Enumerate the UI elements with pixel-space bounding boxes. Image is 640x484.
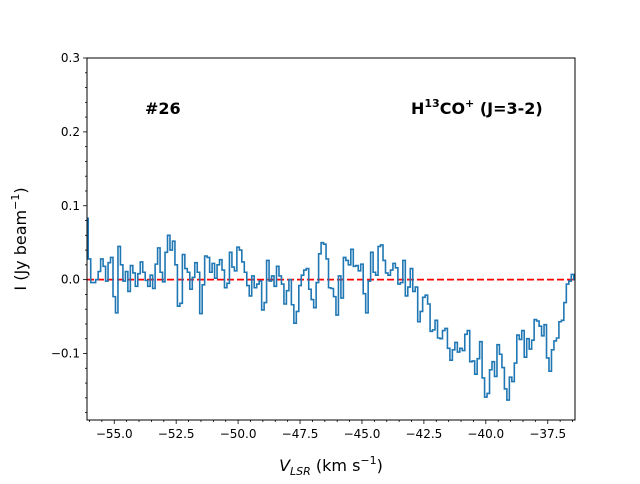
x-tick-label: −47.5 (282, 427, 319, 441)
annotation-source-id: #26 (145, 99, 181, 118)
x-axis-label: VLSR (km s−1) (279, 454, 383, 478)
x-axis-label-sub: LSR (290, 465, 311, 478)
y-tick-label: −0.1 (51, 347, 80, 361)
x-axis-label-main: V (279, 456, 291, 475)
spectrum-series-line (87, 217, 575, 401)
y-axis-label: I (Jy beam−1) (9, 187, 30, 290)
plot-frame (86, 57, 576, 421)
annotation-line-label: H13CO+ (J=3-2) (411, 97, 543, 118)
x-tick-label: −42.5 (406, 427, 443, 441)
y-tick-label: 0.1 (61, 199, 80, 213)
y-axis-label-main: I (Jy beam (11, 210, 30, 291)
annotation-line-charge: + (465, 97, 474, 110)
annotation-line-transition: (J=3-2) (474, 99, 542, 118)
y-tick-label: 0.0 (61, 273, 80, 287)
x-tick-label: −37.5 (529, 427, 566, 441)
y-axis-label-close: ) (11, 187, 30, 193)
y-tick-label: 0.3 (61, 51, 80, 65)
x-axis-label-unit-exp: −1 (360, 454, 376, 467)
y-axis-ticks: −0.1 0.0 0.1 0.2 0.3 (51, 51, 87, 414)
annotation-line-isotope: 13 (424, 97, 439, 110)
annotation-line-molecule: CO (440, 99, 465, 118)
y-axis-label-exp: −1 (9, 194, 22, 210)
x-axis-label-unit: (km s (311, 456, 361, 475)
x-tick-label: −50.0 (220, 427, 257, 441)
x-tick-label: −55.0 (96, 427, 133, 441)
annotation-line-h: H (411, 99, 424, 118)
y-tick-label: 0.2 (61, 125, 80, 139)
x-tick-label: −45.0 (344, 427, 381, 441)
x-tick-label: −52.5 (158, 427, 195, 441)
x-axis-label-unit-close: ) (377, 456, 383, 475)
x-tick-label: −40.0 (467, 427, 504, 441)
